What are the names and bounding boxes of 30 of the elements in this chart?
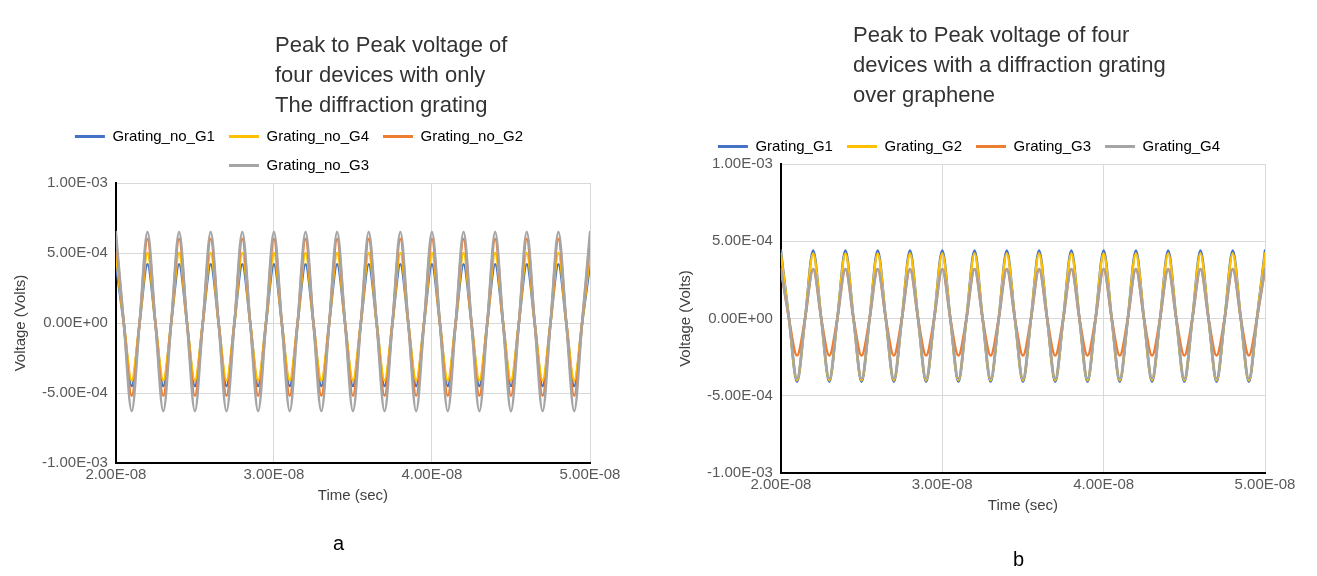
legend-label: Grating_no_G3: [266, 155, 370, 173]
legend-label: Grating_G3: [1013, 136, 1092, 154]
y-tick-label: 1.00E-03: [711, 154, 773, 172]
chart-title: Peak to Peak voltage of four devices with a diffraction grating over graphene: [853, 21, 1167, 109]
x-tick-label: 3.00E-08: [243, 465, 305, 483]
chart-title: Peak to Peak voltage of four devices with only The diffraction grating: [275, 31, 509, 119]
y-tick-label: 5.00E-04: [711, 231, 773, 249]
y-tick-label: -5.00E-04: [707, 385, 773, 403]
y-tick-label: 0.00E+00: [708, 308, 773, 326]
x-tick-label: 4.00E-08: [401, 465, 463, 483]
legend-label: Grating_G1: [755, 136, 833, 154]
legend-label: Grating_no_G1: [112, 126, 215, 144]
x-tick-label: 5.00E-08: [559, 465, 621, 483]
y-tick-label: 0.00E+00: [43, 313, 108, 331]
y-axis-title: Voltage (Volts): [11, 274, 29, 372]
x-tick-label: 4.00E-08: [1073, 475, 1135, 493]
y-tick-label: 5.00E-04: [46, 243, 108, 261]
legend-label: Grating_no_G4: [266, 126, 370, 144]
y-tick-label: -5.00E-04: [42, 383, 108, 401]
x-axis-title: Time (sec): [987, 496, 1059, 514]
legend-label: Grating_no_G2: [420, 126, 524, 144]
y-axis-title: Voltage (Volts): [676, 270, 694, 367]
x-axis-title: Time (sec): [317, 486, 389, 504]
y-tick-label: 1.00E-03: [46, 173, 108, 191]
legend-label: Grating_G4: [1142, 136, 1221, 154]
x-tick-label: 3.00E-08: [911, 475, 973, 493]
text: a: [333, 532, 345, 555]
x-tick-label: 5.00E-08: [1234, 475, 1296, 493]
legend-label: Grating_G2: [884, 136, 963, 154]
text: b: [1013, 548, 1025, 571]
